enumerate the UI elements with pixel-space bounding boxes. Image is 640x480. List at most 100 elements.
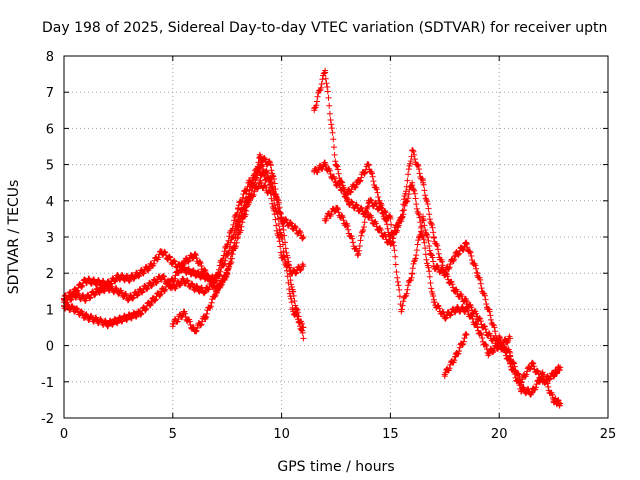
- data-point: [93, 288, 100, 295]
- data-point: [409, 270, 416, 277]
- data-point: [354, 179, 361, 186]
- data-point: [289, 223, 296, 230]
- data-point: [474, 313, 481, 320]
- data-point: [420, 215, 427, 222]
- data-point: [93, 317, 100, 324]
- data-point: [550, 396, 557, 403]
- data-point: [137, 288, 144, 295]
- data-point: [452, 306, 459, 313]
- data-point: [267, 190, 274, 197]
- data-point: [322, 215, 329, 222]
- data-point: [441, 313, 448, 320]
- data-point: [71, 291, 78, 298]
- y-tick-label: 3: [46, 231, 54, 246]
- data-point: [420, 179, 427, 186]
- data-point: [137, 270, 144, 277]
- data-point: [333, 205, 339, 212]
- x-tick-label: 0: [60, 427, 68, 442]
- data-point: [528, 389, 535, 396]
- x-tick-label: 20: [491, 427, 508, 442]
- data-point: [452, 288, 459, 295]
- data-point: [245, 179, 252, 186]
- data-point: [517, 378, 524, 385]
- data-point: [496, 335, 503, 342]
- data-point: [376, 226, 383, 233]
- data-point: [485, 349, 492, 356]
- data-point: [430, 234, 437, 240]
- data-point: [452, 353, 459, 360]
- data-point: [376, 197, 383, 204]
- data-point: [289, 270, 296, 277]
- data-point: [169, 259, 176, 266]
- data-point: [463, 241, 470, 248]
- series-markers: [311, 69, 502, 345]
- x-axis-label: GPS time / hours: [277, 459, 394, 475]
- data-point: [126, 313, 133, 320]
- y-tick-label: 8: [46, 50, 54, 65]
- data-point: [300, 335, 307, 342]
- data-point: [137, 310, 144, 317]
- data-point: [267, 161, 274, 168]
- y-tick-label: 4: [46, 195, 54, 210]
- data-point: [474, 270, 481, 277]
- data-point: [202, 313, 209, 320]
- data-point: [333, 161, 339, 168]
- data-point: [235, 234, 242, 240]
- data-point: [557, 364, 564, 371]
- data-point: [148, 281, 155, 288]
- data-point: [82, 277, 89, 284]
- data-point: [430, 299, 437, 306]
- data-point: [115, 288, 122, 295]
- data-point: [300, 324, 307, 331]
- data-point: [235, 205, 242, 212]
- axis-ticks: 0 5 10 15 20 25 -2 -1 0 1 2 3 4 5 6 7 8: [41, 50, 616, 442]
- data-point: [300, 262, 307, 269]
- y-tick-label: 7: [46, 86, 54, 101]
- y-tick-label: 5: [46, 159, 54, 174]
- data-point: [343, 197, 350, 204]
- data-point: [365, 161, 372, 168]
- y-axis-label: SDTVAR / TECUs: [6, 180, 22, 295]
- data-point: [104, 320, 111, 327]
- data-point: [278, 215, 285, 222]
- data-point: [528, 360, 535, 367]
- data-point: [169, 277, 176, 284]
- data-point: [409, 147, 416, 154]
- data-point: [343, 223, 350, 230]
- data-point: [430, 262, 437, 269]
- data-point: [213, 273, 220, 280]
- x-tick-label: 25: [600, 427, 617, 442]
- data-point: [126, 295, 133, 302]
- data-point: [463, 331, 470, 338]
- data-point: [93, 279, 100, 286]
- series-markers: [507, 352, 563, 388]
- data-point: [365, 212, 372, 219]
- data-point: [104, 284, 111, 291]
- data-point: [256, 154, 263, 161]
- data-point: [322, 67, 329, 74]
- data-point: [180, 277, 187, 284]
- data-point: [245, 197, 252, 204]
- series-markers: [322, 196, 513, 356]
- data-point: [169, 284, 176, 291]
- plot-area: [61, 67, 564, 409]
- data-point: [256, 161, 263, 168]
- data-point: [256, 179, 263, 186]
- data-point: [398, 215, 405, 222]
- data-point: [376, 205, 383, 212]
- data-point: [409, 179, 416, 186]
- data-point: [311, 107, 318, 114]
- data-point: [148, 299, 155, 306]
- data-point: [441, 270, 448, 277]
- x-tick-label: 15: [382, 427, 399, 442]
- data-point: [278, 234, 285, 240]
- data-point: [278, 252, 285, 259]
- data-point: [169, 320, 176, 327]
- data-point: [463, 299, 470, 306]
- data-point: [213, 288, 220, 295]
- data-point: [485, 331, 492, 338]
- data-point: [507, 353, 514, 360]
- x-tick-label: 5: [169, 427, 177, 442]
- data-point: [180, 259, 187, 266]
- data-point: [300, 234, 307, 240]
